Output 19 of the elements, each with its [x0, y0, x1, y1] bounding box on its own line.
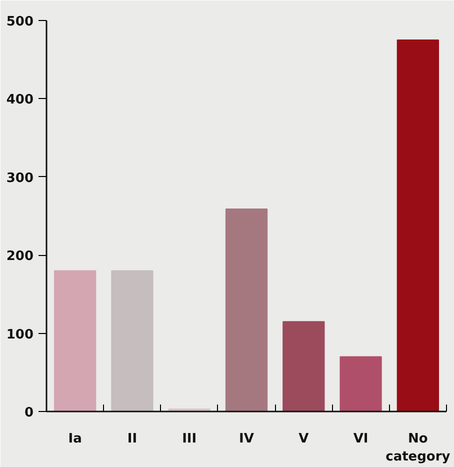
- x-tick-label: VI: [353, 432, 368, 446]
- bar: [111, 270, 154, 412]
- x-tick-label: No category: [386, 432, 451, 464]
- bar: [340, 356, 382, 412]
- x-tick-label: V: [298, 432, 309, 446]
- bar: [396, 40, 439, 412]
- x-tick-label: Ia: [68, 432, 82, 446]
- y-tick-label: 200: [6, 249, 34, 264]
- y-tick-label: 300: [6, 170, 34, 186]
- y-tick-label: 0: [24, 406, 34, 420]
- x-tick-label: IV: [239, 432, 254, 446]
- y-tick-label: 400: [6, 92, 34, 108]
- bar: [282, 321, 325, 412]
- bar: [54, 270, 96, 412]
- y-tick-label: 100: [6, 327, 34, 342]
- y-tick-label: 500: [6, 14, 34, 30]
- x-tick-label: II: [127, 432, 138, 446]
- x-tick-label: III: [182, 432, 197, 446]
- bar: [225, 208, 268, 412]
